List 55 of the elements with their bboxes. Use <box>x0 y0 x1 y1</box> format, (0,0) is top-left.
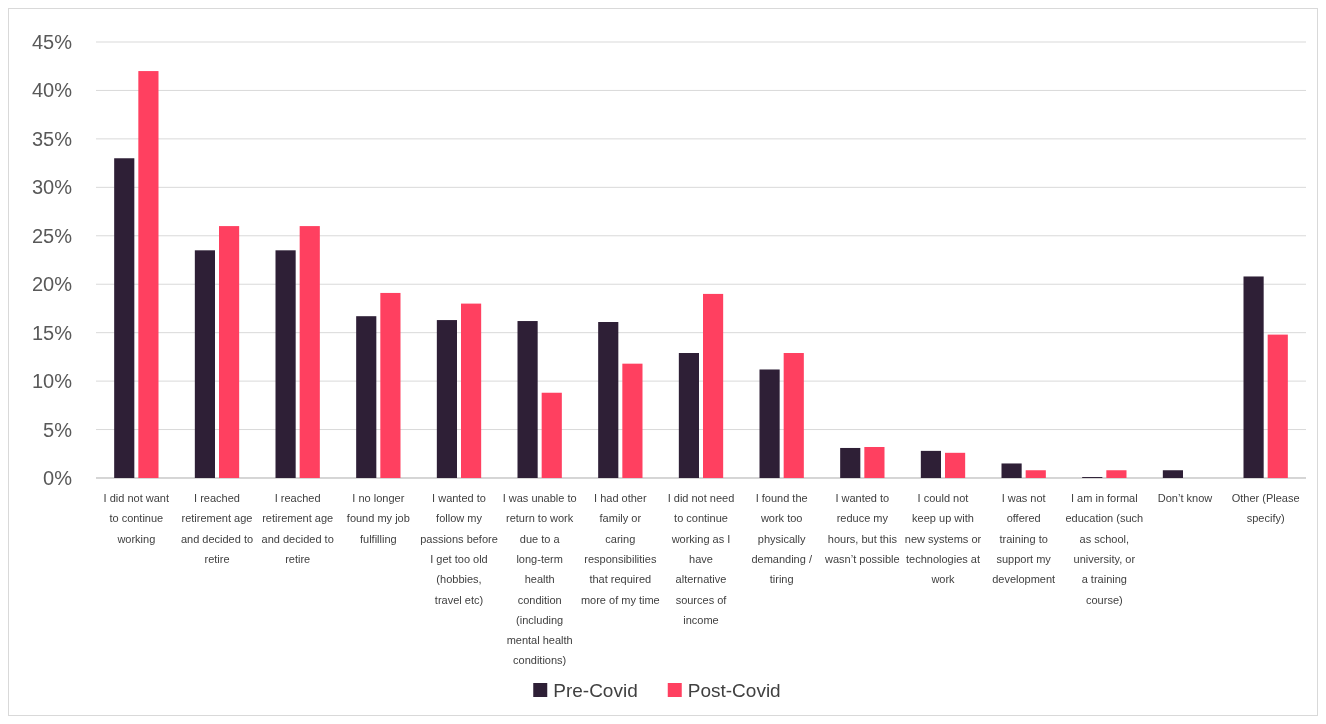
y-tick-label: 30% <box>31 176 73 199</box>
x-tick-label: I did not need to continue working as I have alternative sources of income <box>667 492 735 626</box>
bar <box>622 363 643 478</box>
bar <box>703 293 724 478</box>
y-tick-label: 20% <box>31 273 73 296</box>
legend-label: Pre-Covid <box>553 679 638 701</box>
y-tick-label: 10% <box>31 370 73 393</box>
bar <box>1267 334 1288 478</box>
bar <box>1106 470 1127 478</box>
category-label: I was unable to return to work due to a long-term health condition (including mental health conditions) <box>502 492 577 667</box>
bar <box>1025 470 1046 478</box>
bar <box>759 369 780 478</box>
bar <box>114 158 135 478</box>
y-tick-label: 15% <box>31 321 73 344</box>
x-tick-label: I could not keep up with new systems or technologies at work <box>904 492 982 586</box>
y-tick-label: 45% <box>31 31 73 53</box>
bar <box>840 447 861 478</box>
x-tick-label: Other (Please specify) <box>1231 492 1300 525</box>
bar <box>461 303 482 478</box>
x-tick-label: I am in formal education (such as school, university, or a training course) <box>1065 492 1144 606</box>
bar <box>356 316 377 478</box>
legend-label: Post-Covid <box>687 679 781 701</box>
x-tick-label: I no longer found my job fulfilling <box>346 492 410 545</box>
x-tick-label: I wanted to reduce my hours, but this wasn’t possible <box>824 492 900 565</box>
bar <box>1162 470 1183 478</box>
bar <box>275 250 296 478</box>
bar <box>864 447 885 478</box>
x-tick-label: I found the work too physically demanding / tiring <box>751 492 813 586</box>
bar <box>598 322 619 478</box>
bar <box>1001 463 1022 478</box>
bar <box>945 452 966 478</box>
y-tick-label: 35% <box>31 127 73 150</box>
bar <box>783 353 804 478</box>
bar <box>1243 276 1264 478</box>
x-tick-label: I wanted to follow my passions before I get too old (hobbies, travel etc) <box>420 492 498 606</box>
x-tick-label: I reached retirement age and decided to retire <box>261 492 334 565</box>
bar <box>380 292 401 478</box>
x-tick-label: I had other family or caring responsibilities that required more of my time <box>580 492 660 606</box>
bar <box>517 321 538 478</box>
y-tick-label: 5% <box>43 418 73 441</box>
y-tick-label: 0% <box>43 467 73 489</box>
x-tick-label: I did not want to continue working <box>103 492 170 545</box>
y-tick-label: 40% <box>31 79 73 102</box>
x-tick-label: I reached retirement age and decided to retire <box>180 492 254 565</box>
bar <box>219 226 240 478</box>
bar <box>194 250 215 478</box>
bar <box>299 226 320 478</box>
bar <box>541 392 562 478</box>
x-tick-label: I was not offered training to support my development <box>992 492 1056 586</box>
bar <box>436 320 457 478</box>
x-tick-label: Don’t know <box>1157 492 1213 504</box>
bar <box>678 353 699 478</box>
bar <box>138 71 159 478</box>
y-tick-label: 25% <box>31 224 73 247</box>
bar <box>920 450 941 478</box>
